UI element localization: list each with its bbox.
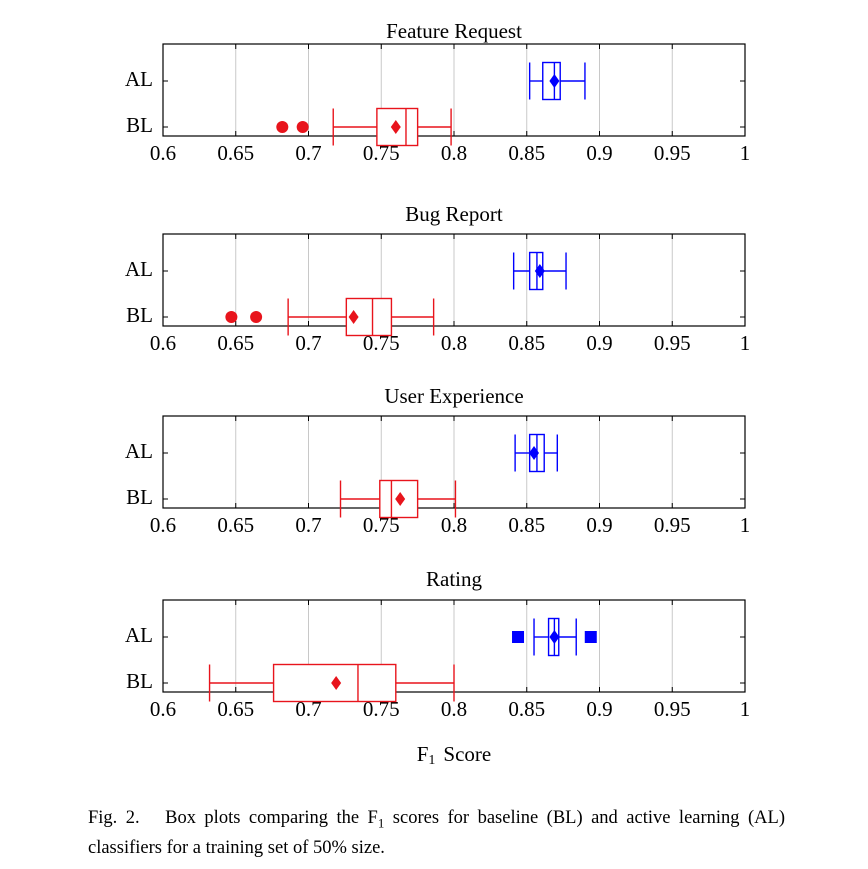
outlier-marker [250,311,263,323]
x-tick-label: 1 [740,697,751,721]
x-tick-label: 1 [740,331,751,355]
x-tick-label: 0.95 [654,331,691,355]
box-iqr [345,297,393,337]
plot-frame [162,233,746,327]
x-tick-label: 0.7 [295,331,321,355]
panel-title: Rating [426,567,482,591]
category-label: AL [125,623,153,647]
outlier-marker [296,121,309,133]
category-label: BL [126,669,153,693]
x-tick-label: 0.7 [295,513,321,537]
x-tick-label: 0.6 [150,141,176,165]
x-tick-label: 0.6 [150,697,176,721]
caption-label: Fig. 2. [88,808,140,828]
category-label: BL [126,113,153,137]
x-tick-label: 0.85 [508,697,545,721]
x-tick-label: 0.6 [150,331,176,355]
x-tick-label: 0.8 [441,513,467,537]
x-tick-label: 0.85 [508,331,545,355]
x-tick-label: 0.9 [586,331,612,355]
x-axis-label: F1 Score [417,742,492,768]
panel-title: User Experience [384,384,523,408]
x-tick-label: 0.6 [150,513,176,537]
mean-marker [534,264,545,278]
x-tick-label: 0.95 [654,697,691,721]
panel-title: Bug Report [405,202,503,226]
mean-marker [348,310,359,324]
category-label: BL [126,485,153,509]
plot-frame [162,415,746,509]
x-tick-label: 0.85 [508,513,545,537]
outlier-marker [584,631,597,643]
mean-marker [549,630,560,644]
x-tick-label: 0.8 [441,331,467,355]
figure-caption: Fig. 2. Box plots comparing the F1 score… [88,806,785,860]
x-tick-label: 0.7 [295,141,321,165]
x-tick-label: 0.65 [217,331,254,355]
caption-text-start: Box plots comparing the F [165,808,378,828]
outlier-marker [276,121,289,133]
x-tick-label: 1 [740,513,751,537]
x-tick-label: 0.65 [217,513,254,537]
x-tick-label: 1 [740,141,751,165]
mean-marker [529,446,540,460]
x-tick-label: 0.95 [654,513,691,537]
x-tick-label: 0.65 [217,141,254,165]
x-tick-label: 0.8 [441,141,467,165]
panel-title: Feature Request [386,19,522,43]
x-tick-label: 0.9 [586,697,612,721]
mean-marker [390,120,401,134]
caption-subscript: 1 [377,815,385,831]
mean-marker [549,74,560,88]
outlier-marker [225,311,238,323]
category-label: AL [125,257,153,281]
category-label: BL [126,303,153,327]
mean-marker [395,492,406,506]
outlier-marker [512,631,525,643]
x-tick-label: 0.65 [217,697,254,721]
category-label: AL [125,67,153,91]
x-tick-label: 0.9 [586,513,612,537]
mean-marker [331,676,342,690]
x-tick-label: 0.95 [654,141,691,165]
x-tick-label: 0.9 [586,141,612,165]
x-tick-label: 0.85 [508,141,545,165]
category-label: AL [125,439,153,463]
plot-frame [162,43,746,137]
caption-text-end: scores for baseline (BL) and active lear… [88,808,786,858]
